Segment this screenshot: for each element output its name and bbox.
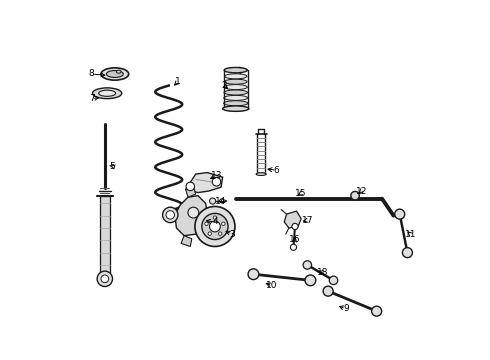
- Ellipse shape: [224, 90, 247, 95]
- Circle shape: [323, 286, 333, 296]
- Polygon shape: [284, 211, 301, 228]
- Circle shape: [163, 207, 178, 222]
- Circle shape: [395, 209, 405, 219]
- Text: 3: 3: [229, 230, 235, 239]
- Ellipse shape: [106, 71, 123, 77]
- Ellipse shape: [224, 85, 247, 90]
- Ellipse shape: [224, 67, 247, 73]
- Circle shape: [213, 216, 217, 219]
- Polygon shape: [186, 172, 222, 193]
- Polygon shape: [175, 195, 207, 236]
- Ellipse shape: [116, 70, 121, 73]
- Circle shape: [186, 182, 195, 191]
- Circle shape: [205, 222, 208, 225]
- Text: 13: 13: [211, 171, 222, 180]
- Ellipse shape: [98, 90, 116, 96]
- Ellipse shape: [93, 88, 122, 99]
- Text: 18: 18: [317, 268, 328, 277]
- Text: 8: 8: [89, 69, 95, 78]
- Circle shape: [329, 276, 338, 285]
- Circle shape: [166, 211, 174, 219]
- Text: 9: 9: [343, 304, 349, 313]
- Circle shape: [248, 269, 259, 280]
- Circle shape: [219, 232, 222, 235]
- Text: 4: 4: [212, 217, 218, 226]
- Circle shape: [212, 177, 220, 186]
- Polygon shape: [100, 195, 110, 273]
- Ellipse shape: [223, 101, 248, 106]
- Circle shape: [210, 198, 216, 204]
- Circle shape: [101, 275, 109, 283]
- Text: 10: 10: [266, 281, 278, 290]
- Ellipse shape: [256, 173, 266, 175]
- Ellipse shape: [223, 106, 248, 111]
- Text: 5: 5: [110, 162, 116, 171]
- Ellipse shape: [224, 79, 247, 84]
- Text: 17: 17: [301, 216, 313, 225]
- Ellipse shape: [224, 74, 247, 79]
- Polygon shape: [181, 236, 192, 247]
- Ellipse shape: [101, 68, 129, 80]
- Text: 12: 12: [356, 186, 367, 195]
- Circle shape: [208, 232, 211, 235]
- Text: 14: 14: [215, 197, 226, 206]
- Circle shape: [188, 207, 199, 218]
- Ellipse shape: [222, 106, 249, 111]
- Text: 15: 15: [295, 189, 307, 198]
- Text: 11: 11: [405, 230, 416, 239]
- Circle shape: [221, 222, 225, 225]
- Text: 2: 2: [221, 81, 227, 90]
- Circle shape: [291, 244, 296, 250]
- Circle shape: [402, 248, 413, 258]
- Circle shape: [371, 306, 382, 316]
- Circle shape: [351, 192, 359, 200]
- Ellipse shape: [224, 95, 247, 100]
- Text: 7: 7: [89, 94, 95, 103]
- Circle shape: [292, 223, 298, 230]
- Text: 6: 6: [273, 166, 279, 175]
- Circle shape: [210, 221, 220, 232]
- Circle shape: [195, 206, 235, 247]
- Circle shape: [97, 271, 113, 287]
- Polygon shape: [234, 67, 244, 76]
- Circle shape: [303, 261, 312, 269]
- Text: 16: 16: [289, 235, 301, 244]
- Circle shape: [202, 213, 228, 239]
- Circle shape: [305, 275, 316, 286]
- Polygon shape: [186, 186, 196, 197]
- Text: 1: 1: [175, 77, 181, 86]
